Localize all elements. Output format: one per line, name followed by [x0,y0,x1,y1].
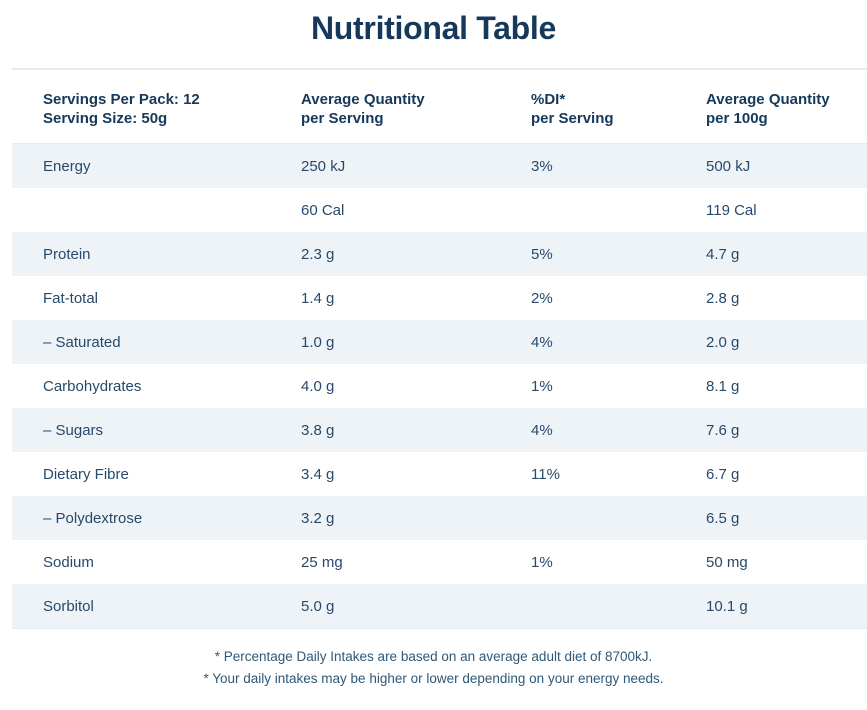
table-row: – Saturated 1.0 g 4% 2.0 g [12,320,867,364]
per-serving-value-cell: 4.0 g [301,377,335,395]
nutrient-label-cell: Dietary Fibre [43,465,129,483]
header-avg-qty-per-100g: Average Quantity per 100g [706,91,830,127]
per-serving-value-cell: 3.8 g [301,421,335,439]
per-serving-value-cell: 250 kJ [301,157,346,175]
per-serving-value-cell: 5.0 g [301,597,335,615]
di-value-cell: 1% [531,553,553,571]
table-row: Dietary Fibre 3.4 g 11% 6.7 g [12,452,867,496]
per-100g-value-cell: 2.0 g [706,333,740,351]
footnotes: * Percentage Daily Intakes are based on … [0,646,867,690]
nutrient-label-cell: Energy [43,157,91,175]
table-row: Energy 250 kJ 3% 500 kJ [12,144,867,188]
header-serving-info: Servings Per Pack: 12 Serving Size: 50g [43,90,301,128]
footnote-energy-needs: * Your daily intakes may be higher or lo… [203,671,664,686]
nutrient-label-cell: – Sugars [43,421,104,439]
header-di-per-serving: %DI* per Serving [531,91,614,127]
nutrient-label-cell: – Polydextrose [43,509,143,527]
table-body: Energy 250 kJ 3% 500 kJ 60 Cal 119 Cal P… [12,144,867,629]
per-serving-value-cell: 2.3 g [301,245,335,263]
per-serving-value-cell: 3.2 g [301,509,335,527]
nutrient-label-cell: Carbohydrates [43,377,142,395]
di-value-cell: 2% [531,289,553,307]
di-value-cell: 4% [531,333,553,351]
table-row: Sodium 25 mg 1% 50 mg [12,540,867,584]
di-value-cell: 5% [531,245,553,263]
table-row: – Polydextrose 3.2 g 6.5 g [12,496,867,540]
per-serving-value-cell: 1.0 g [301,333,335,351]
per-100g-value-cell: 500 kJ [706,157,751,175]
per-100g-value-cell: 10.1 g [706,597,748,615]
per-100g-value-cell: 119 Cal [706,201,757,219]
per-100g-value-cell: 4.7 g [706,245,740,263]
title-divider [12,68,867,70]
nutrition-panel: Nutritional Table Servings Per Pack: 12 … [0,10,867,710]
per-100g-value-cell: 6.7 g [706,465,740,483]
nutrient-label-cell: Sodium [43,553,94,571]
nutrient-label-cell: Sorbitol [43,597,94,615]
nutrient-label-cell: Protein [43,245,91,263]
per-serving-value-cell: 25 mg [301,553,343,571]
nutrient-label-cell: – Saturated [43,333,121,351]
serving-size-label: Serving Size: 50g [43,110,168,127]
per-serving-value-cell: 60 Cal [301,201,345,219]
di-value-cell: 4% [531,421,553,439]
per-100g-value-cell: 6.5 g [706,509,740,527]
servings-per-pack-label: Servings Per Pack: 12 [43,91,200,108]
table-row: Carbohydrates 4.0 g 1% 8.1 g [12,364,867,408]
di-value-cell: 1% [531,377,553,395]
table-row: Sorbitol 5.0 g 10.1 g [12,584,867,628]
table-header-row: Servings Per Pack: 12 Serving Size: 50g … [12,70,867,144]
nutrient-label-cell: Fat-total [43,289,99,307]
per-100g-value-cell: 8.1 g [706,377,740,395]
per-serving-value-cell: 3.4 g [301,465,335,483]
di-value-cell: 3% [531,157,553,175]
table-row: Fat-total 1.4 g 2% 2.8 g [12,276,867,320]
per-100g-value-cell: 50 mg [706,553,748,571]
page-title: Nutritional Table [311,10,556,46]
di-value-cell: 11% [531,465,560,483]
table-row: – Sugars 3.8 g 4% 7.6 g [12,408,867,452]
table-row: 60 Cal 119 Cal [12,188,867,232]
per-serving-value-cell: 1.4 g [301,289,335,307]
footnote-daily-intake-basis: * Percentage Daily Intakes are based on … [214,649,653,664]
table-row: Protein 2.3 g 5% 4.7 g [12,232,867,276]
header-avg-qty-per-serving: Average Quantity per Serving [301,91,425,127]
nutrition-table: Servings Per Pack: 12 Serving Size: 50g … [12,70,867,629]
per-100g-value-cell: 2.8 g [706,289,740,307]
per-100g-value-cell: 7.6 g [706,421,740,439]
